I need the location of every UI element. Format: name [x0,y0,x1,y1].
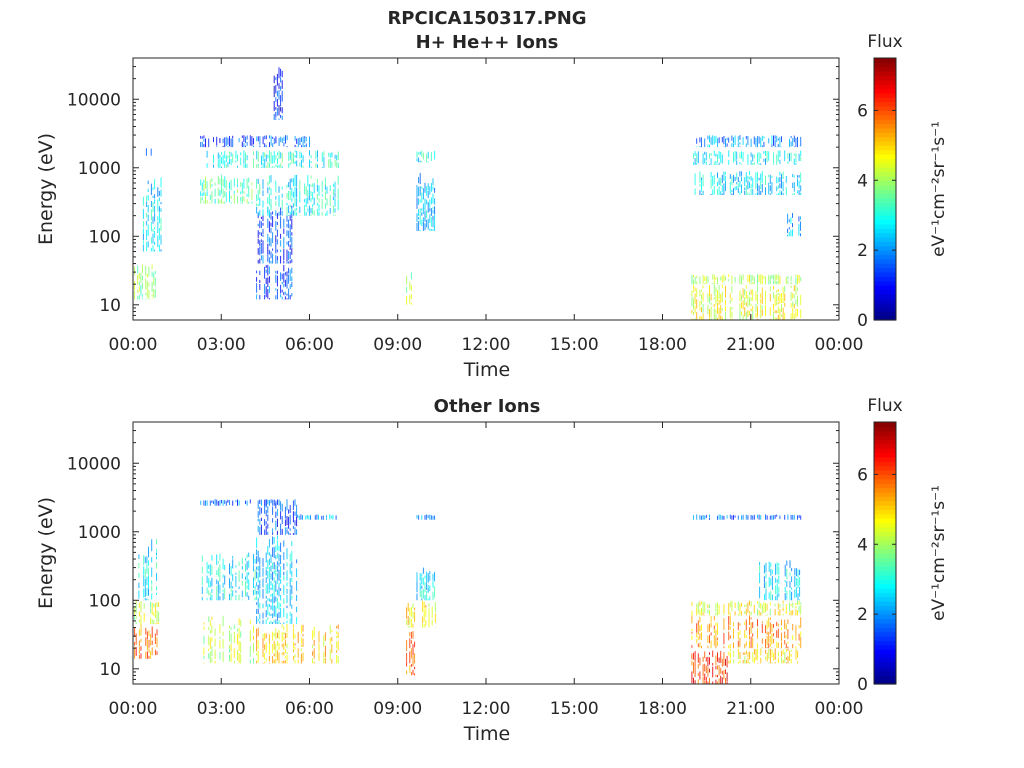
colorbar-units: eV⁻¹cm⁻²sr⁻¹s⁻¹ [929,485,949,621]
y-tick-label: 10 [99,296,121,316]
axis-ticks: 00:00 03:00 06:00 09:00 12:00 15:00 18:00 21:00… [67,57,864,355]
flux-region-9 [273,67,283,120]
x-tick-label: 21:00 [726,335,775,355]
flux-region-0 [134,624,158,659]
x-tick-label: 00:00 [109,335,158,355]
flux-region-15 [691,615,802,649]
flux-region-10 [406,272,412,305]
colorbar-frame [873,57,897,321]
flux-region-11 [406,600,436,628]
figure-title: RPCICA150317.PNG [387,8,586,29]
flux-region-12 [416,567,436,601]
x-tick-label: 15:00 [550,699,599,719]
y-axis-label: Energy (eV) [35,497,57,609]
colorbar-title: Flux [867,396,902,416]
colorbar: 0 2 4 6 [857,421,897,695]
flux-region-11 [416,172,436,231]
flux-region-7 [257,204,293,264]
x-axis-label: Time [463,359,511,381]
x-tick-label: 00:00 [815,335,864,355]
flux-region-5 [200,135,310,148]
x-tick-label: 03:00 [197,699,246,719]
flux-region-17 [787,213,801,237]
flux-region-18 [759,560,801,601]
flux-region-19 [693,514,802,520]
flux-region-2 [138,539,157,601]
y-tick-label: 10000 [67,454,121,474]
panel-h-he-ions: H+ He++ Ions 00:00 03:00 06:00 09:00 12:00 15… [35,32,949,381]
colorbar-title: Flux [867,32,902,52]
axis-ticks: 00:00 03:00 06:00 09:00 12:00 15:00 18:00 21:00… [67,421,864,719]
flux-region-3 [206,150,339,168]
colorbar-tick-label: 0 [857,311,868,331]
x-axis-label: Time [463,723,511,745]
colorbar: 0 2 4 6 [857,57,897,331]
y-tick-label: 100 [89,227,121,247]
y-axis-label: Energy (eV) [35,133,57,245]
y-tick-label: 10000 [67,90,121,110]
x-tick-label: 00:00 [109,699,158,719]
colorbar-frame [873,421,897,685]
colorbar-tick-label: 6 [857,101,868,121]
x-tick-label: 09:00 [373,699,422,719]
flux-region-9 [297,514,337,520]
flux-region-2 [145,148,152,156]
flux-region-15 [694,171,802,195]
x-tick-label: 00:00 [815,699,864,719]
flux-region-1 [142,177,162,252]
flux-region-5 [200,499,280,506]
x-tick-label: 09:00 [373,335,422,355]
flux-region-17 [728,648,799,664]
flux-region-1 [132,600,160,624]
colorbar-tick-label: 4 [857,171,868,191]
x-tick-label: 03:00 [197,335,246,355]
colorbar-tick-label: 6 [857,465,868,485]
flux-region-10 [406,631,416,676]
x-tick-label: 12:00 [462,335,511,355]
spectrogram-data [132,499,802,684]
colorbar-tick-label: 4 [857,535,868,555]
spectrogram-data [134,67,802,320]
flux-region-16 [693,150,802,165]
panel-other-ions: Other Ions 00:00 03:00 06:00 09:00 12:00 15:0… [35,396,949,745]
flux-region-6 [256,624,339,664]
y-tick-label: 100 [89,591,121,611]
panel-title: H+ He++ Ions [416,32,559,53]
flux-region-13 [691,284,802,320]
y-tick-label: 1000 [78,523,121,543]
flux-region-14 [691,274,802,285]
x-tick-label: 06:00 [285,335,334,355]
flux-region-0 [134,264,156,300]
flux-region-18 [696,135,802,148]
flux-region-3 [203,615,254,664]
x-tick-label: 15:00 [550,335,599,355]
x-tick-label: 12:00 [462,699,511,719]
flux-region-4 [200,174,253,204]
colorbar-tick-label: 2 [857,241,868,261]
flux-region-8 [257,499,298,535]
y-tick-label: 10 [99,660,121,680]
colorbar-units: eV⁻¹cm⁻²sr⁻¹s⁻¹ [929,121,949,257]
x-tick-label: 18:00 [638,335,687,355]
colorbar-tick-label: 0 [857,675,868,695]
flux-region-16 [691,600,802,616]
flux-region-13 [416,514,436,520]
colorbar-tick-label: 2 [857,605,868,625]
flux-region-4 [201,552,256,601]
flux-region-7 [256,535,298,624]
flux-region-6 [256,264,293,300]
flux-region-12 [416,150,436,163]
x-tick-label: 21:00 [726,699,775,719]
y-tick-label: 1000 [78,159,121,179]
panel-title: Other Ions [434,396,541,417]
x-tick-label: 06:00 [285,699,334,719]
x-tick-label: 18:00 [638,699,687,719]
flux-region-8 [256,174,339,216]
flux-region-14 [691,650,728,684]
